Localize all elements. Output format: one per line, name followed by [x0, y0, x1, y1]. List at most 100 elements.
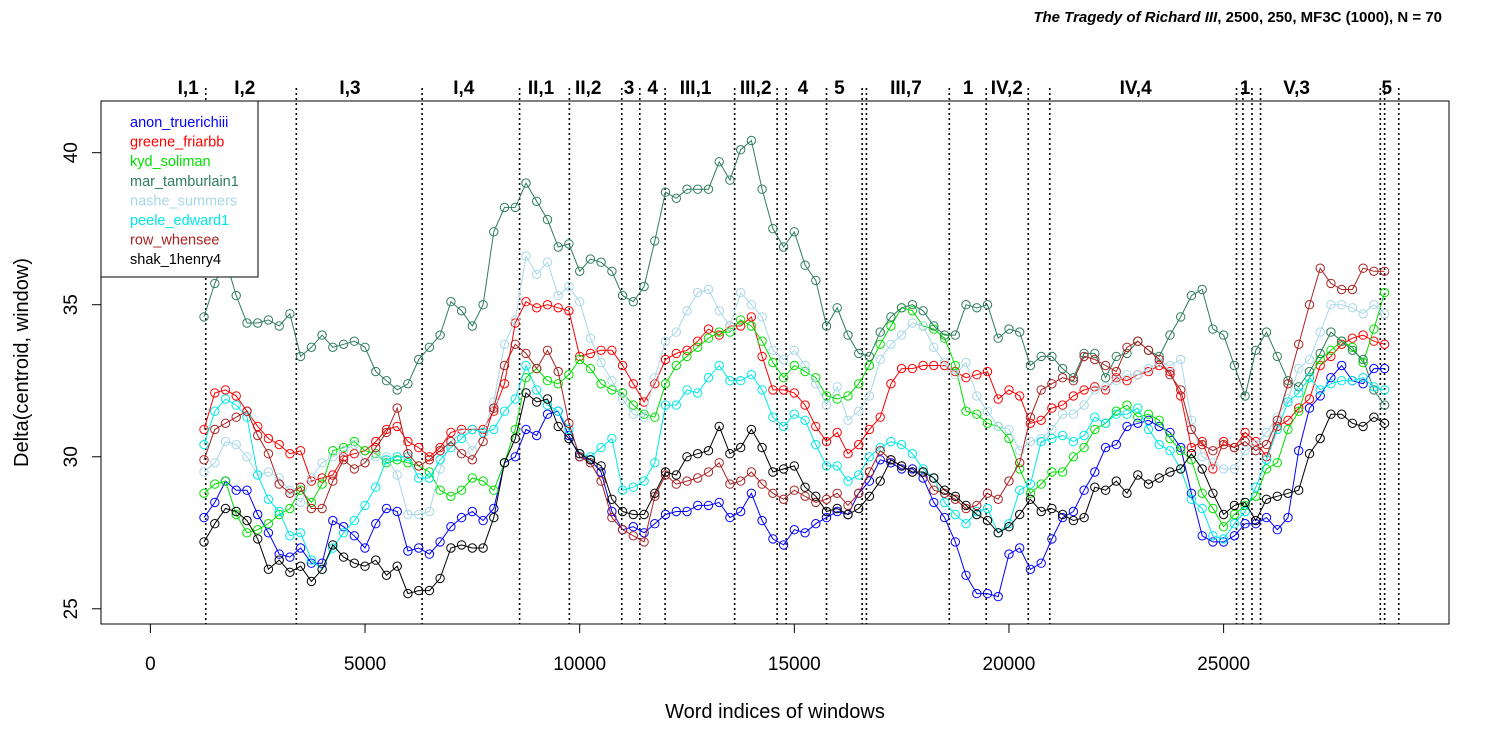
series-line [203, 254, 1385, 515]
data-point [746, 300, 757, 310]
data-point [650, 491, 660, 501]
data-point [1358, 309, 1368, 319]
data-point [1197, 503, 1207, 514]
data-point [617, 394, 628, 404]
data-point [639, 409, 649, 419]
data-point [199, 537, 209, 547]
data-point [778, 494, 789, 504]
data-point [532, 363, 542, 374]
data-point [939, 333, 950, 343]
data-point [1143, 479, 1154, 489]
data-point [231, 439, 241, 450]
data-point [1057, 363, 1068, 374]
data-point [446, 543, 456, 553]
data-point [306, 497, 317, 508]
data-point [746, 135, 757, 146]
data-point [1090, 385, 1100, 395]
data-point [360, 500, 370, 511]
data-point [242, 515, 252, 526]
data-point [950, 360, 960, 371]
data-point [1057, 430, 1068, 441]
data-point [693, 287, 703, 298]
data-point [832, 506, 842, 517]
data-point [682, 351, 692, 362]
y-tick-label: 35 [61, 294, 82, 315]
data-point [328, 342, 338, 352]
data-point [403, 449, 413, 459]
data-point [607, 506, 617, 517]
data-point [1379, 339, 1390, 349]
data-point [693, 388, 703, 398]
data-point [854, 503, 864, 514]
series-nashe_summers [199, 251, 1390, 520]
data-point [1261, 327, 1272, 337]
data-point [392, 385, 402, 395]
data-point [392, 561, 402, 571]
data-point [349, 464, 359, 474]
data-point [510, 315, 520, 325]
data-point [596, 357, 606, 368]
data-point [317, 558, 327, 568]
data-point [306, 473, 317, 483]
legend-box [100, 100, 259, 278]
data-point [907, 363, 918, 374]
data-point [1079, 430, 1089, 441]
data-point [778, 464, 789, 474]
data-point [1197, 439, 1207, 450]
data-point [1251, 515, 1261, 526]
data-point [811, 439, 821, 450]
data-point [392, 455, 402, 465]
data-point [1047, 379, 1057, 389]
data-point [1315, 348, 1325, 359]
data-point [1197, 488, 1207, 498]
data-point [199, 488, 209, 498]
data-point [360, 543, 370, 553]
data-point [1326, 327, 1336, 337]
data-point [1068, 373, 1079, 383]
data-point [414, 509, 424, 520]
data-point [220, 418, 231, 428]
data-point [843, 500, 853, 511]
data-point [896, 461, 907, 471]
data-point [456, 424, 467, 435]
data-point [1197, 284, 1207, 295]
data-point [1004, 519, 1014, 529]
data-point [800, 528, 810, 538]
data-point [864, 424, 875, 435]
data-point [1165, 467, 1175, 477]
data-point [1090, 354, 1100, 365]
data-point [961, 519, 971, 529]
data-point [1122, 342, 1132, 352]
data-point [682, 476, 692, 486]
data-point [564, 424, 574, 435]
data-point [1283, 512, 1293, 523]
data-point [811, 379, 821, 389]
data-point [811, 421, 821, 432]
data-point [896, 439, 907, 450]
data-point [875, 354, 885, 365]
data-point [414, 354, 424, 365]
data-point [843, 476, 853, 486]
data-point [210, 519, 220, 529]
data-point [328, 452, 338, 462]
data-point [821, 512, 832, 523]
x-tick-label: 20000 [983, 654, 1036, 675]
data-point [993, 333, 1003, 343]
act-label: V,3 [1283, 78, 1310, 99]
data-point [360, 458, 370, 468]
data-point [1047, 424, 1057, 435]
data-point [1251, 436, 1261, 447]
data-point [1218, 464, 1229, 474]
data-point [1272, 415, 1283, 425]
data-point [821, 436, 832, 447]
data-point [832, 461, 842, 471]
data-point [1283, 415, 1293, 425]
data-point [585, 455, 596, 465]
series-greene_friarbb [199, 297, 1390, 486]
data-point [703, 500, 714, 511]
data-point [328, 446, 338, 456]
data-point [617, 360, 628, 371]
data-point [736, 287, 746, 298]
data-point [628, 297, 638, 307]
